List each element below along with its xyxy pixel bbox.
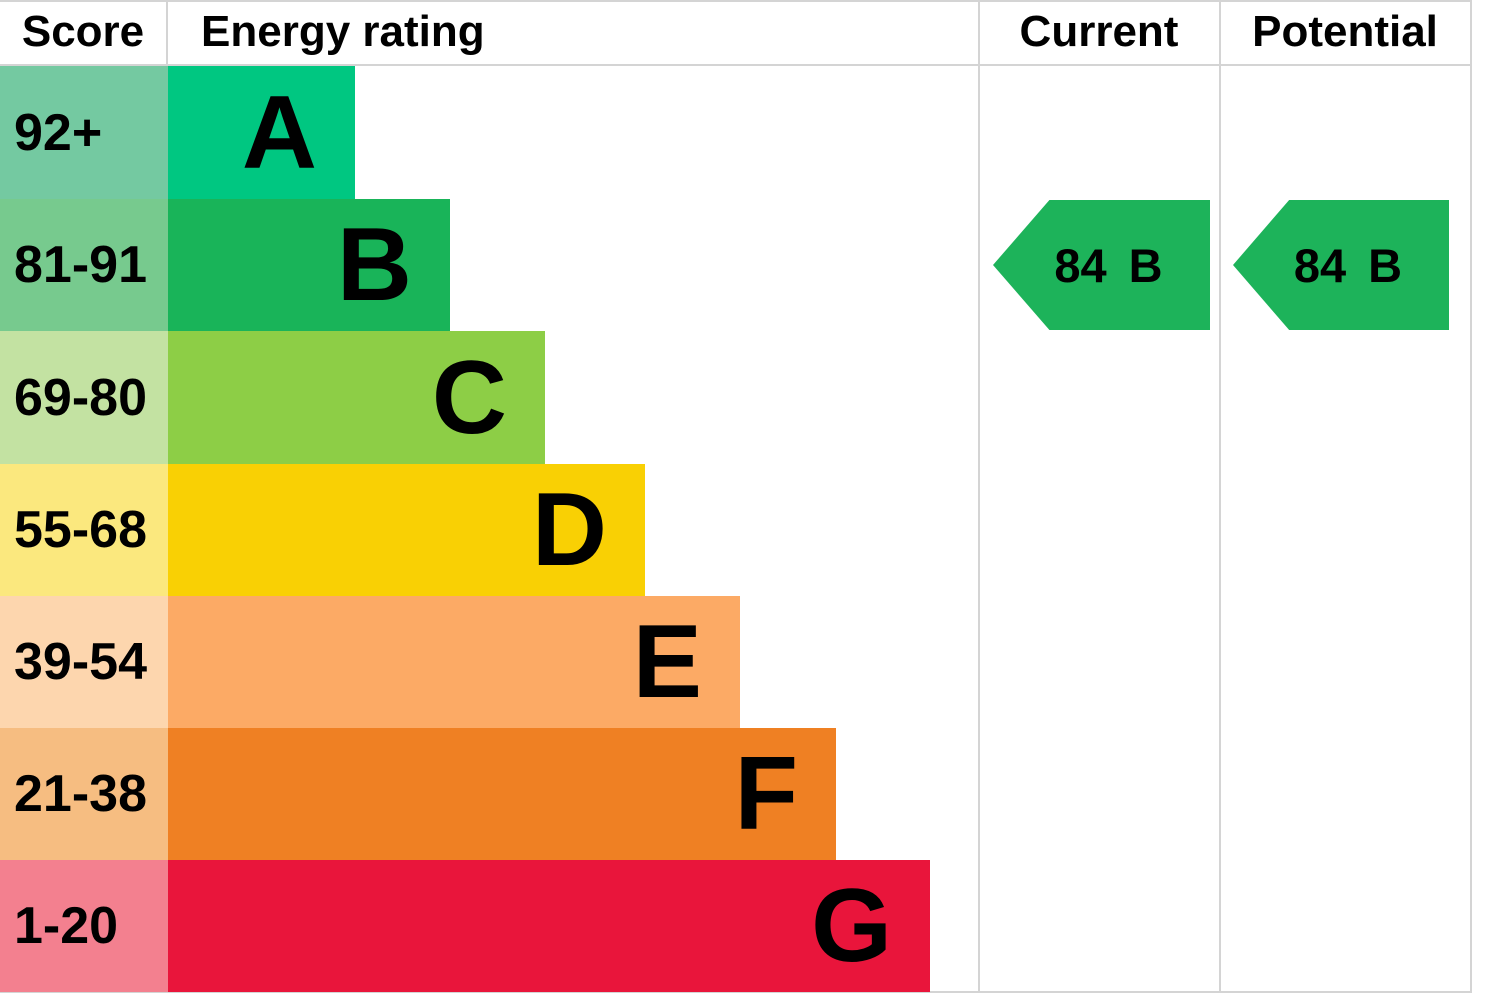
score-range-label: 55-68 xyxy=(0,464,168,596)
score-range-label: 69-80 xyxy=(0,331,168,464)
rating-bar-a: A xyxy=(168,66,355,199)
current-rating-letter: B xyxy=(1128,238,1163,292)
current-rating-value: 84 xyxy=(1054,238,1107,292)
potential-column-header: Potential xyxy=(1252,7,1438,56)
band-row-d: 55-68 D xyxy=(0,464,645,596)
potential-rating-letter: B xyxy=(1368,238,1403,292)
band-row-c: 69-80 C xyxy=(0,331,545,464)
rating-bar-g: G xyxy=(168,860,930,992)
score-column-header: Score xyxy=(21,7,145,56)
band-row-a: 92+ A xyxy=(0,66,355,199)
current-rating-arrow: 84 B xyxy=(993,200,1210,330)
score-range-label: 39-54 xyxy=(0,596,168,728)
energy-rating-column-header: Energy rating xyxy=(201,7,485,56)
potential-rating-arrow: 84 B xyxy=(1233,200,1449,330)
score-range-label: 92+ xyxy=(0,66,168,199)
score-column-divider xyxy=(166,0,168,64)
potential-column-divider xyxy=(1219,0,1221,993)
band-row-f: 21-38 F xyxy=(0,728,836,860)
bottom-border-line xyxy=(0,991,1472,993)
score-range-label: 21-38 xyxy=(0,728,168,860)
right-border-line xyxy=(1470,0,1472,993)
rating-bar-d: D xyxy=(168,464,645,596)
band-row-e: 39-54 E xyxy=(0,596,740,728)
rating-bar-f: F xyxy=(168,728,836,860)
band-row-g: 1-20 G xyxy=(0,860,930,992)
score-range-label: 81-91 xyxy=(0,199,168,331)
band-row-b: 81-91 B xyxy=(0,199,450,331)
rating-bar-b: B xyxy=(168,199,450,331)
current-column-header: Current xyxy=(1019,7,1179,56)
potential-rating-value: 84 xyxy=(1293,238,1347,292)
rating-bar-e: E xyxy=(168,596,740,728)
rating-bar-c: C xyxy=(168,331,545,464)
current-column-divider xyxy=(978,0,980,993)
score-range-label: 1-20 xyxy=(0,860,168,992)
header-divider-line xyxy=(0,64,1472,66)
top-border-line xyxy=(0,0,1472,2)
